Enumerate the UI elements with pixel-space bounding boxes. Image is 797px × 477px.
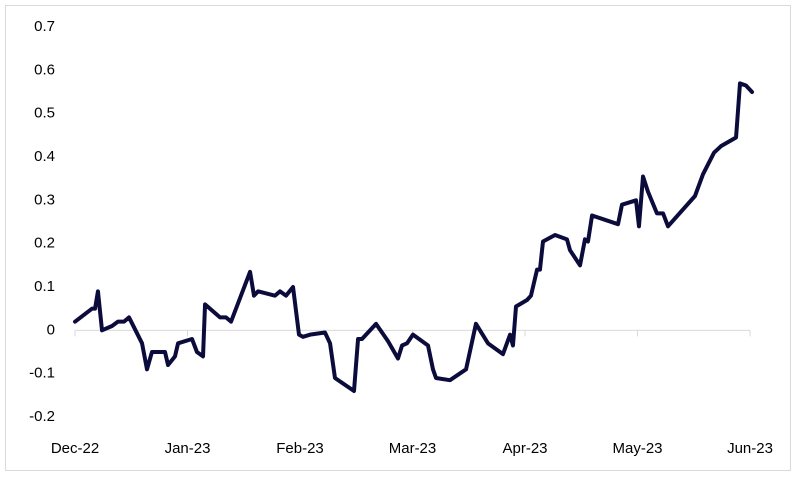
y-tick-label: 0.2 xyxy=(34,235,55,252)
x-tick-label: May-23 xyxy=(612,440,662,457)
y-tick-label: 0.3 xyxy=(34,191,55,208)
y-tick-label: 0.6 xyxy=(34,61,55,78)
chart-border xyxy=(5,5,791,471)
y-tick-label: 0.4 xyxy=(34,148,55,165)
y-tick-label: 0.1 xyxy=(34,278,55,295)
y-tick-label: -0.2 xyxy=(29,408,55,425)
x-tick-label: Feb-23 xyxy=(276,440,324,457)
line xyxy=(73,81,755,393)
x-tick-label: Dec-22 xyxy=(51,440,99,457)
x-tick-label: Jun-23 xyxy=(727,440,773,457)
x-tick-label: Jan-23 xyxy=(165,440,211,457)
y-tick-label: 0 xyxy=(47,321,55,338)
x-tick-label: Apr-23 xyxy=(502,440,547,457)
x-tick-label: Mar-23 xyxy=(389,440,437,457)
y-tick-label: 0.5 xyxy=(34,105,55,122)
y-tick-label: 0.7 xyxy=(34,18,55,35)
y-tick-label: -0.1 xyxy=(29,365,55,382)
